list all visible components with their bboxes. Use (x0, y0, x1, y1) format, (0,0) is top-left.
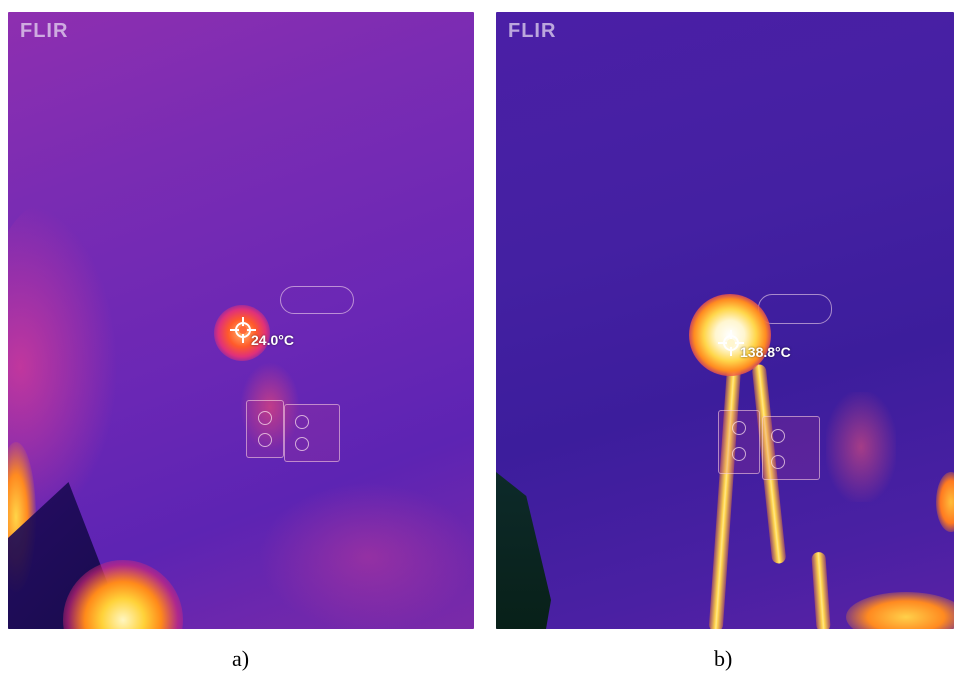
hot-region (936, 472, 954, 532)
screw-icon (295, 415, 309, 429)
flir-logo: FLIR (20, 20, 69, 42)
screw-icon (258, 433, 272, 447)
thermal-image-a: FLIR 24.0°C (8, 12, 474, 629)
crosshair-icon (230, 317, 256, 343)
crosshair-icon (718, 330, 744, 356)
spot-temperature: 138.8°C (740, 344, 791, 360)
screw-icon (258, 411, 272, 425)
screw-icon (732, 421, 746, 435)
screw-icon (771, 455, 785, 469)
screw-icon (732, 447, 746, 461)
cold-region (496, 472, 551, 629)
handle-outline (758, 294, 832, 324)
terminal-block (718, 410, 760, 474)
hot-cable (708, 361, 742, 629)
handle-outline (280, 286, 354, 314)
hot-cable (811, 551, 831, 629)
terminal-block (762, 416, 820, 480)
hot-region (846, 592, 954, 629)
floor-region (258, 482, 474, 629)
flir-logo: FLIR (508, 20, 557, 42)
screw-icon (771, 429, 785, 443)
thermal-image-b: FLIR 138.8°C (496, 12, 954, 629)
terminal-block (284, 404, 340, 462)
warm-region (826, 392, 896, 502)
caption-a: a) (232, 646, 250, 671)
spot-temperature: 24.0°C (251, 332, 294, 348)
screw-icon (295, 437, 309, 451)
caption-b: b) (714, 646, 733, 671)
terminal-block (246, 400, 284, 458)
